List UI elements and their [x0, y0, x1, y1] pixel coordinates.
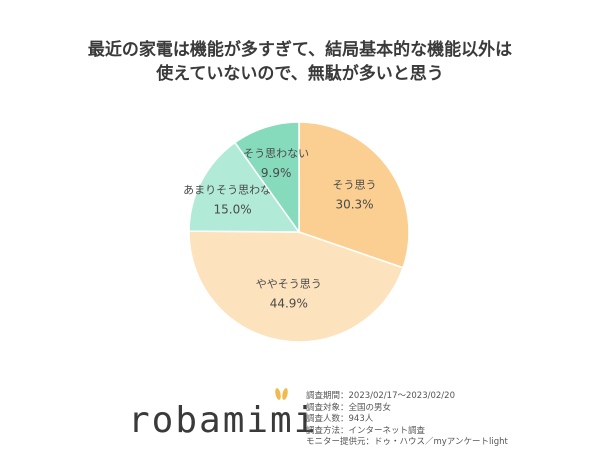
title-line-1: 最近の家電は機能が多すぎて、結局基本的な機能以外は: [87, 40, 513, 60]
logo-ears-icon: [275, 388, 288, 400]
robamimi-logo: robamimi: [128, 400, 318, 441]
slice-label: そう思う: [333, 178, 377, 191]
survey-info: 調査期間：2023/02/17～2023/02/20 調査対象：全国の男女 調査…: [306, 391, 508, 449]
survey-period: 調査期間：2023/02/17～2023/02/20: [306, 391, 455, 401]
pie-slice: [188, 230, 404, 343]
survey-count: 調査人数：943人: [306, 414, 374, 424]
pie-slice: [233, 121, 300, 235]
slice-value-label: 30.3%: [335, 197, 373, 211]
survey-method: 調査方法：インターネット調査: [306, 425, 426, 436]
pie-slice: [298, 121, 410, 269]
slice-value-label: 44.9%: [270, 297, 308, 311]
slice-value-label: 9.9%: [261, 166, 292, 180]
slice-value-label: 15.0%: [214, 203, 252, 217]
pie-slice: [188, 141, 301, 233]
survey-target: 調査対象：全国の男女: [306, 402, 392, 413]
slice-label: そう思わない: [243, 147, 309, 160]
chart-title: 最近の家電は機能が多すぎて、結局基本的な機能以外は 使えていないので、無駄が多い…: [0, 38, 600, 86]
survey-provider: モニター提供元：ドゥ・ハウス／myアンケートlight: [306, 437, 508, 447]
slice-label: あまりそう思わない: [183, 184, 282, 197]
title-line-2: 使えていないので、無駄が多いと思う: [156, 64, 444, 84]
slice-label: ややそう思う: [256, 278, 322, 291]
